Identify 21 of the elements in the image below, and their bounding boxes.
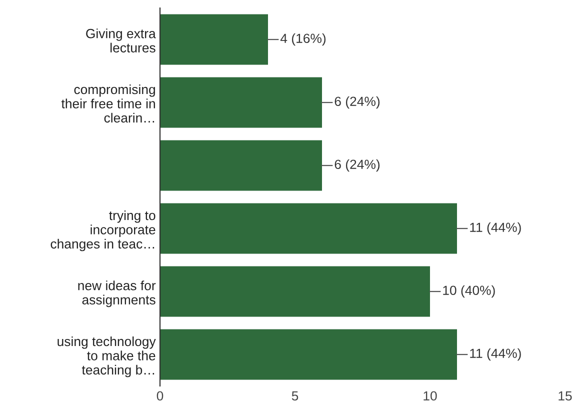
data-label: 11 (44%) <box>470 222 521 235</box>
data-label: 4 (16%) <box>280 33 326 46</box>
bar <box>160 140 322 191</box>
data-label: 6 (24%) <box>334 96 380 109</box>
y-tick-label: Giving extra lectures <box>86 28 156 52</box>
data-label: 11 (44%) <box>470 348 521 361</box>
x-tick-label: 15 <box>558 391 572 401</box>
y-tick-label: new ideas for assignments <box>78 280 156 308</box>
data-label: 10 (40%) <box>443 285 495 298</box>
bar <box>160 14 268 65</box>
x-tick-label: 10 <box>424 391 437 401</box>
bar <box>160 203 457 254</box>
x-tick-label: 0 <box>156 391 164 401</box>
bar <box>160 329 457 380</box>
bar <box>160 266 430 317</box>
y-tick-label: compromising their free time in clearin… <box>61 84 155 123</box>
x-tick-label: 5 <box>292 391 298 401</box>
y-tick-label: using technology to make the teaching b… <box>58 336 156 378</box>
data-label: 6 (24%) <box>334 159 380 172</box>
y-tick-label: trying to incorporate changes in teac… <box>50 210 156 252</box>
bar <box>160 77 322 128</box>
